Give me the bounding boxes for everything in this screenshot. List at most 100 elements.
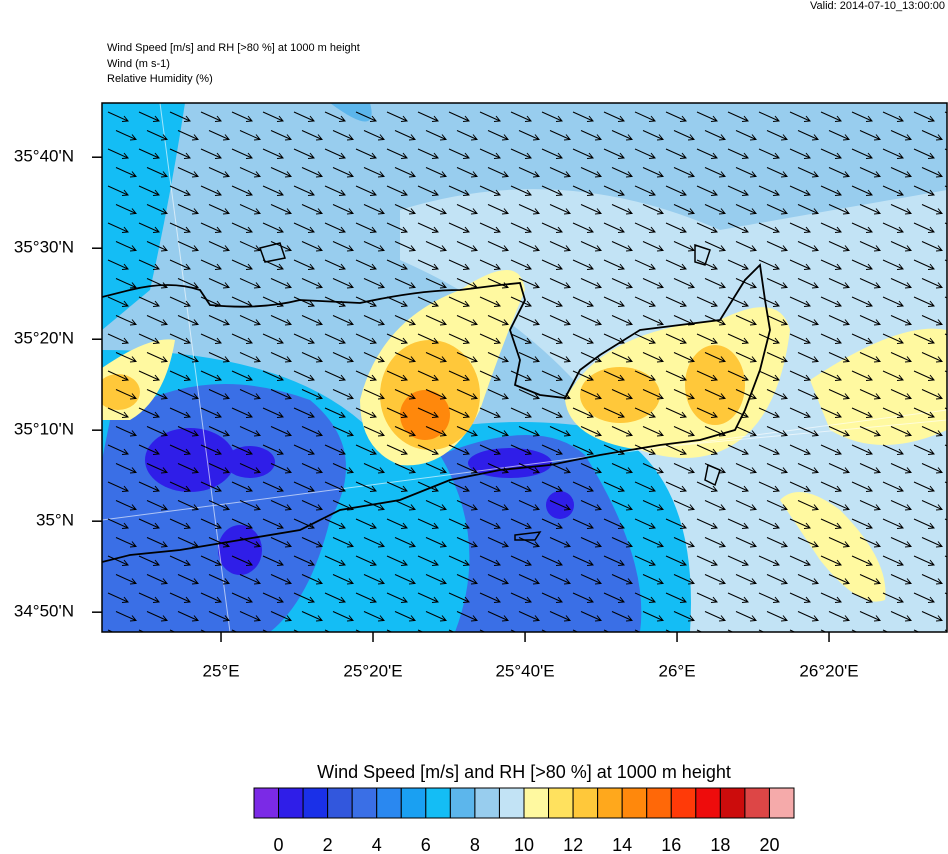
- wind-arrow: [479, 111, 501, 122]
- wind-arrow: [727, 370, 749, 381]
- wind-arrow: [727, 444, 749, 455]
- wind-arrow: [735, 167, 757, 178]
- wind-arrow: [828, 574, 850, 585]
- wind-arrow: [673, 278, 695, 289]
- wind-arrow: [696, 592, 718, 603]
- wind-arrow: [138, 185, 160, 196]
- wind-arrow: [293, 592, 315, 603]
- colorbar-box: [327, 787, 353, 819]
- wind-arrow: [789, 592, 811, 603]
- valid-time: Valid: 2014-07-10_13:00:00: [810, 0, 945, 12]
- colorbar-box: [253, 787, 280, 819]
- wind-arrow: [457, 649, 477, 659]
- wind-arrow: [417, 407, 439, 418]
- wind-arrow: [271, 649, 291, 659]
- wind-arrow: [611, 426, 633, 437]
- wind-arrow: [262, 592, 284, 603]
- wind-arrow: [820, 555, 842, 566]
- wind-arrow: [891, 649, 911, 659]
- wind-arrow: [797, 241, 819, 252]
- wind-arrow: [572, 222, 594, 233]
- wind-arrow: [673, 130, 695, 141]
- wind-arrow: [735, 611, 757, 622]
- wind-arrow: [549, 500, 571, 511]
- wind-arrow: [239, 574, 261, 585]
- rh-label: Relative Humidity (%): [107, 73, 213, 85]
- wind-arrow: [704, 426, 726, 437]
- wind-arrow: [456, 611, 478, 622]
- wind-arrow: [611, 500, 633, 511]
- x-tick-label: 25°20'E: [343, 661, 402, 680]
- wind-arrow: [518, 611, 540, 622]
- wind-arrow: [448, 518, 470, 529]
- wind-arrow: [704, 389, 726, 400]
- wind-arrow: [789, 333, 811, 344]
- wind-arrow: [642, 352, 664, 363]
- wind-arrow: [510, 333, 532, 344]
- wind-arrow: [634, 444, 656, 455]
- wind-arrow: [262, 370, 284, 381]
- wind-arrow: [107, 518, 129, 529]
- wind-arrow: [766, 130, 788, 141]
- wind-arrow: [820, 370, 842, 381]
- wind-arrow: [487, 278, 509, 289]
- wind-arrow: [890, 574, 912, 585]
- wind-arrow: [302, 649, 322, 659]
- wind-arrow: [828, 204, 850, 215]
- wind-arrow: [364, 649, 384, 659]
- wind-arrow: [324, 518, 346, 529]
- wind-arrow: [262, 111, 284, 122]
- wind-arrow: [882, 481, 904, 492]
- wind-arrow: [355, 296, 377, 307]
- wind-arrow: [673, 500, 695, 511]
- field: [780, 492, 886, 602]
- wind-arrow: [332, 315, 354, 326]
- wind-arrow: [851, 518, 873, 529]
- wind-arrow: [696, 148, 718, 159]
- x-tick-label: 26°E: [659, 661, 696, 680]
- wind-arrow: [270, 537, 292, 548]
- wind-arrow: [448, 333, 470, 344]
- wind-arrow: [549, 167, 571, 178]
- wind-arrow: [766, 241, 788, 252]
- wind-arrow: [355, 333, 377, 344]
- wind-arrow: [386, 185, 408, 196]
- wind-arrow: [735, 352, 757, 363]
- wind-arrow: [417, 185, 439, 196]
- wind-arrow: [922, 649, 942, 659]
- wind-arrow: [200, 481, 222, 492]
- wind-arrow: [518, 463, 540, 474]
- wind-arrow: [921, 167, 943, 178]
- wind-arrow: [208, 463, 230, 474]
- wind-arrow: [487, 574, 509, 585]
- wind-arrow: [704, 278, 726, 289]
- wind-arrow: [634, 296, 656, 307]
- wind-arrow: [541, 259, 563, 270]
- wind-arrow: [766, 500, 788, 511]
- wind-arrow: [479, 592, 501, 603]
- wind-arrow: [820, 518, 842, 529]
- wind-arrow: [673, 352, 695, 363]
- wind-arrow: [603, 296, 625, 307]
- wind-arrow: [177, 352, 199, 363]
- wind-arrow: [851, 555, 873, 566]
- wind-arrow: [642, 204, 664, 215]
- wind-arrow: [363, 611, 385, 622]
- wind-arrow: [789, 444, 811, 455]
- wind-arrow: [890, 611, 912, 622]
- wind-arrow: [138, 444, 160, 455]
- wind-arrow: [704, 611, 726, 622]
- wind-arrow: [456, 167, 478, 178]
- wind-arrow: [572, 370, 594, 381]
- wind-arrow: [767, 649, 787, 659]
- wind-arrow: [510, 185, 532, 196]
- colorbar-tick-label: 14: [612, 835, 632, 854]
- wind-arrow: [177, 389, 199, 400]
- wind-arrow: [797, 278, 819, 289]
- wind-arrow: [479, 185, 501, 196]
- wind-arrow: [208, 167, 230, 178]
- wind-arrow: [456, 537, 478, 548]
- wind-arrows: [107, 111, 947, 659]
- wind-arrow: [200, 148, 222, 159]
